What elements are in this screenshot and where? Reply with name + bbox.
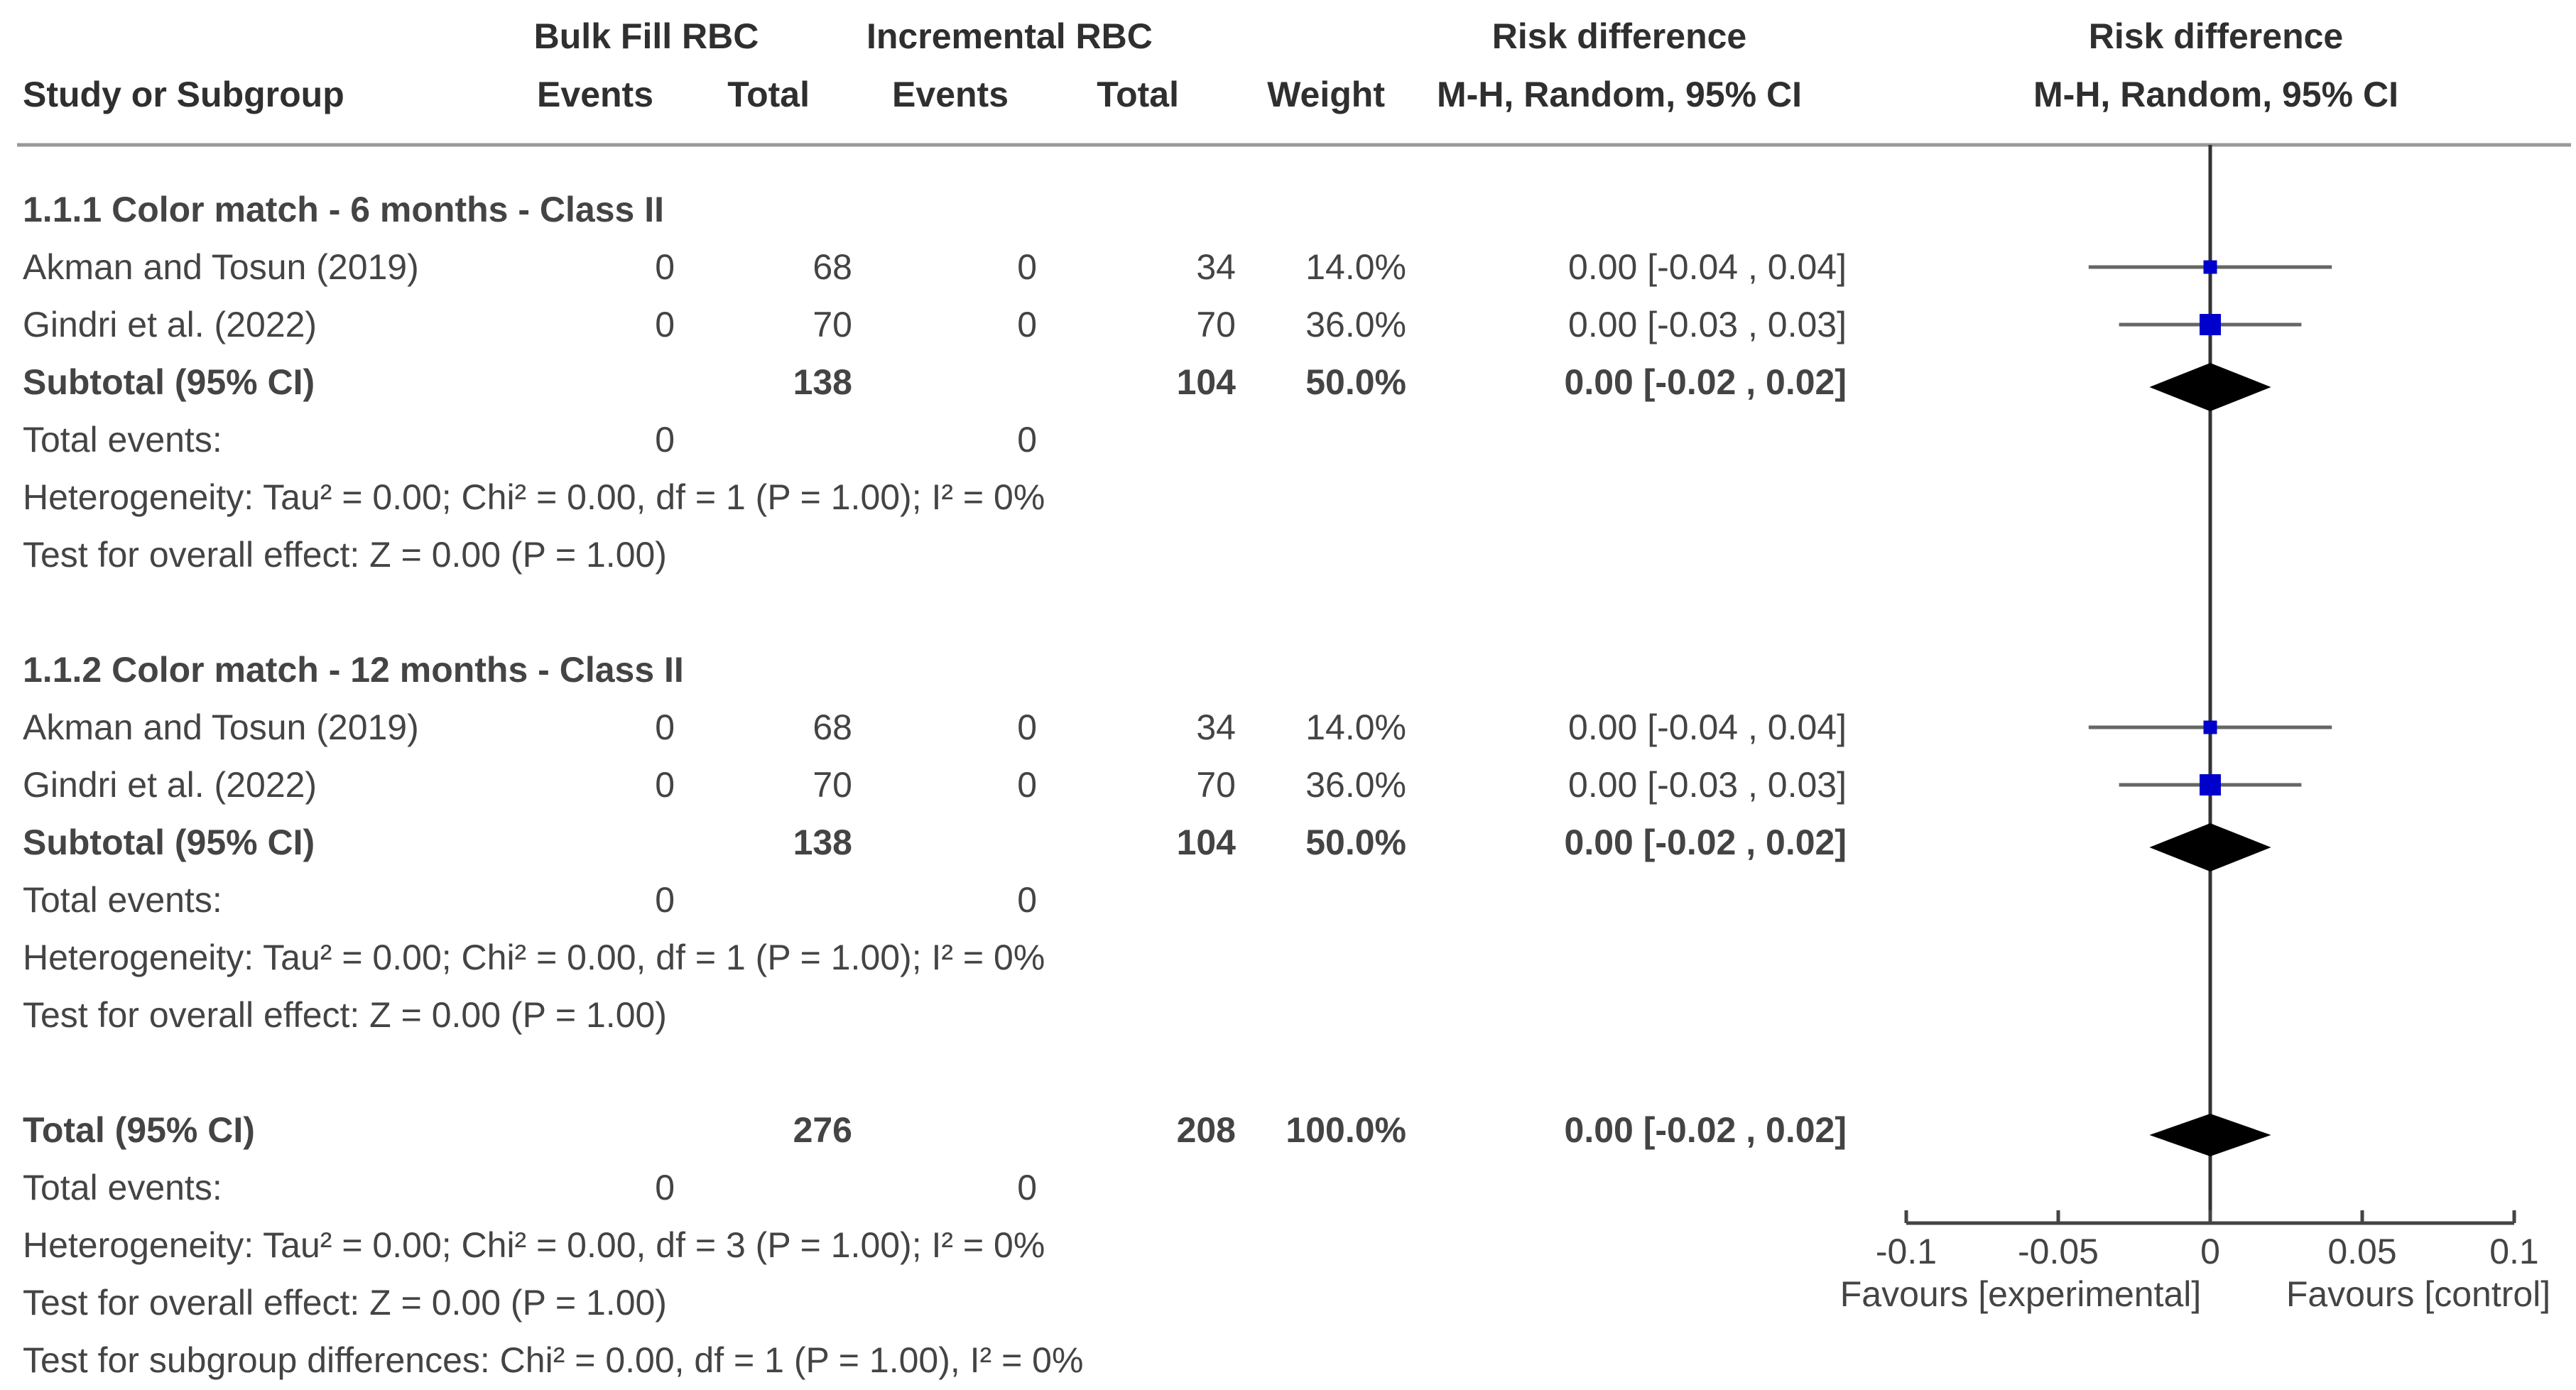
total-events1: 0 <box>655 1168 675 1207</box>
subtotal-weight: 50.0% <box>1305 822 1406 862</box>
study-name: Gindri et al. (2022) <box>23 765 317 805</box>
study-events1: 0 <box>655 765 675 805</box>
heterogeneity-text: Heterogeneity: Tau² = 0.00; Chi² = 0.00,… <box>23 938 1045 977</box>
study-total1: 70 <box>813 305 852 344</box>
favours-left-label: Favours [experimental] <box>1840 1274 2202 1314</box>
study-events2: 0 <box>1017 707 1037 747</box>
subtotal-ci: 0.00 [-0.02 , 0.02] <box>1564 822 1847 862</box>
group2-header: Incremental RBC <box>866 16 1153 56</box>
study-total2: 70 <box>1196 305 1236 344</box>
total-total1: 276 <box>793 1110 852 1150</box>
study-events1: 0 <box>655 247 675 287</box>
x-axis-tick-label: -0.1 <box>1876 1232 1937 1271</box>
overall-effect-text: Test for overall effect: Z = 0.00 (P = 1… <box>23 1283 667 1323</box>
total-weight: 100.0% <box>1286 1110 1406 1150</box>
study-total1: 70 <box>813 765 852 805</box>
total-events-label: Total events: <box>23 1168 222 1207</box>
total-events1: 0 <box>655 420 675 460</box>
study-total1: 68 <box>813 247 852 287</box>
total2-header: Total <box>1097 75 1179 114</box>
subtotal-diamond <box>2149 363 2271 411</box>
total-events-label: Total events: <box>23 420 222 460</box>
subtotal-total2: 104 <box>1176 362 1236 402</box>
study-weight: 14.0% <box>1305 707 1406 747</box>
study-point-marker <box>2203 720 2217 734</box>
study-events1: 0 <box>655 707 675 747</box>
study-ci: 0.00 [-0.04 , 0.04] <box>1568 247 1847 287</box>
subtotal-label: Subtotal (95% CI) <box>23 362 315 402</box>
total-ci: 0.00 [-0.02 , 0.02] <box>1564 1110 1847 1150</box>
study-column-header: Study or Subgroup <box>23 75 344 114</box>
x-axis-tick-label: 0.1 <box>2489 1232 2539 1271</box>
subtotal-diamond <box>2149 823 2271 872</box>
x-axis-tick-label: -0.05 <box>2018 1232 2099 1271</box>
total-events2: 0 <box>1017 1168 1037 1207</box>
study-weight: 36.0% <box>1305 765 1406 805</box>
events2-header: Events <box>892 75 1009 114</box>
x-axis-tick-label: 0.05 <box>2327 1232 2396 1271</box>
heterogeneity-text: Heterogeneity: Tau² = 0.00; Chi² = 0.00,… <box>23 1225 1045 1265</box>
events1-header: Events <box>537 75 653 114</box>
favours-right-label: Favours [control] <box>2286 1274 2550 1314</box>
method-plot-header: M-H, Random, 95% CI <box>2033 75 2398 114</box>
study-name: Akman and Tosun (2019) <box>23 707 419 747</box>
risk-difference-plot-header: Risk difference <box>2088 16 2344 56</box>
method-numeric-header: M-H, Random, 95% CI <box>1437 75 1802 114</box>
total-events2: 0 <box>1017 880 1037 920</box>
study-total2: 34 <box>1196 707 1236 747</box>
study-total1: 68 <box>813 707 852 747</box>
subtotal-ci: 0.00 [-0.02 , 0.02] <box>1564 362 1847 402</box>
study-events2: 0 <box>1017 305 1037 344</box>
study-total2: 70 <box>1196 765 1236 805</box>
weight-header: Weight <box>1267 75 1385 114</box>
subtotal-total2: 104 <box>1176 822 1236 862</box>
study-name: Akman and Tosun (2019) <box>23 247 419 287</box>
overall-effect-text: Test for overall effect: Z = 0.00 (P = 1… <box>23 995 667 1035</box>
study-ci: 0.00 [-0.04 , 0.04] <box>1568 707 1847 747</box>
study-ci: 0.00 [-0.03 , 0.03] <box>1568 765 1847 805</box>
subgroup-differences-text: Test for subgroup differences: Chi² = 0.… <box>23 1340 1084 1380</box>
subgroup-title: 1.1.1 Color match - 6 months - Class II <box>23 190 665 229</box>
total1-header: Total <box>727 75 810 114</box>
subtotal-total1: 138 <box>793 362 852 402</box>
study-total2: 34 <box>1196 247 1236 287</box>
subtotal-label: Subtotal (95% CI) <box>23 822 315 862</box>
heterogeneity-text: Heterogeneity: Tau² = 0.00; Chi² = 0.00,… <box>23 477 1045 517</box>
study-name: Gindri et al. (2022) <box>23 305 317 344</box>
study-point-marker <box>2200 314 2221 335</box>
total-events2: 0 <box>1017 420 1037 460</box>
overall-effect-text: Test for overall effect: Z = 0.00 (P = 1… <box>23 535 667 575</box>
study-point-marker <box>2200 774 2221 796</box>
group1-header: Bulk Fill RBC <box>533 16 759 56</box>
total-events-label: Total events: <box>23 880 222 920</box>
total-total2: 208 <box>1176 1110 1236 1150</box>
study-weight: 14.0% <box>1305 247 1406 287</box>
study-events2: 0 <box>1017 247 1037 287</box>
study-weight: 36.0% <box>1305 305 1406 344</box>
study-events1: 0 <box>655 305 675 344</box>
total-events1: 0 <box>655 880 675 920</box>
subtotal-weight: 50.0% <box>1305 362 1406 402</box>
subgroup-title: 1.1.2 Color match - 12 months - Class II <box>23 650 684 690</box>
risk-difference-numeric-header: Risk difference <box>1491 16 1747 56</box>
subtotal-total1: 138 <box>793 822 852 862</box>
study-point-marker <box>2203 260 2217 274</box>
study-events2: 0 <box>1017 765 1037 805</box>
study-ci: 0.00 [-0.03 , 0.03] <box>1568 305 1847 344</box>
x-axis-tick-label: 0 <box>2200 1232 2220 1271</box>
total-diamond <box>2149 1114 2271 1156</box>
total-label: Total (95% CI) <box>23 1110 255 1150</box>
